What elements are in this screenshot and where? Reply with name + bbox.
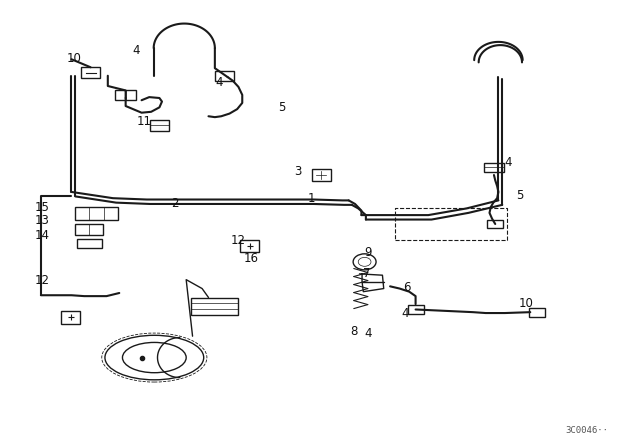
Text: 7: 7 <box>364 267 371 280</box>
Text: 4: 4 <box>132 44 140 57</box>
Text: 10: 10 <box>519 297 534 310</box>
Text: 4: 4 <box>216 76 223 89</box>
Text: 4: 4 <box>401 307 409 320</box>
Text: 10: 10 <box>67 52 82 65</box>
Bar <box>484 163 504 172</box>
Bar <box>312 169 331 181</box>
Bar <box>487 220 503 228</box>
Bar <box>77 239 102 249</box>
Text: 12: 12 <box>35 274 49 287</box>
Text: 4: 4 <box>505 156 512 169</box>
Bar <box>191 298 239 315</box>
Text: 8: 8 <box>351 325 358 338</box>
Bar <box>150 120 169 130</box>
Text: 1: 1 <box>307 192 315 205</box>
Text: 3: 3 <box>294 165 302 178</box>
Text: 5: 5 <box>278 101 286 114</box>
Text: 12: 12 <box>231 234 246 247</box>
Text: 14: 14 <box>35 228 49 241</box>
Text: 6: 6 <box>403 281 410 294</box>
Bar <box>61 311 81 324</box>
Bar <box>75 207 118 220</box>
Bar <box>529 308 545 317</box>
Bar <box>81 67 100 78</box>
Text: 16: 16 <box>244 252 259 265</box>
Bar <box>115 90 136 100</box>
Bar <box>75 224 103 235</box>
Text: 5: 5 <box>516 189 524 202</box>
Bar <box>241 241 259 252</box>
Text: 13: 13 <box>35 214 49 227</box>
Text: 15: 15 <box>35 201 49 214</box>
Bar <box>408 305 424 314</box>
Text: 2: 2 <box>172 198 179 211</box>
Text: 3C0046··: 3C0046·· <box>565 426 609 435</box>
Text: 4: 4 <box>365 327 372 340</box>
Bar <box>215 71 234 81</box>
Text: 11: 11 <box>136 115 152 128</box>
Text: 9: 9 <box>365 246 372 259</box>
